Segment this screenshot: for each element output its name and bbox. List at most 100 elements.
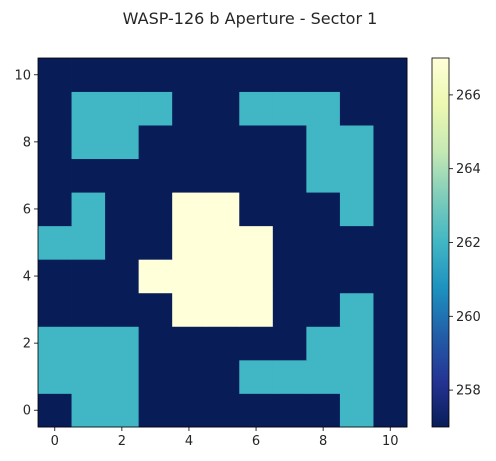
heatmap-cell [38, 326, 72, 361]
heatmap-cell [339, 225, 374, 260]
colorbar [431, 57, 450, 428]
heatmap-cell [306, 326, 341, 361]
heatmap-cell [38, 225, 72, 260]
heatmap-cell [272, 326, 307, 361]
heatmap-cell [105, 259, 140, 294]
heatmap-cell [105, 225, 140, 260]
heatmap-cell [71, 58, 106, 92]
heatmap-cell [339, 158, 374, 193]
heatmap-cell [105, 292, 140, 327]
heatmap-cell [105, 326, 140, 361]
heatmap-cell [239, 393, 274, 428]
heatmap-cell [373, 192, 408, 227]
heatmap-cell [373, 158, 408, 193]
heatmap-cell [339, 125, 374, 160]
heatmap-cell [138, 158, 173, 193]
colorbar-tick-label: 258 [456, 384, 481, 399]
heatmap-cell [105, 359, 140, 394]
heatmap-cell [172, 192, 207, 227]
heatmap-cell [38, 359, 72, 394]
heatmap-cell [71, 91, 106, 126]
y-tick-label: 10 [14, 68, 31, 83]
heatmap-cell [138, 225, 173, 260]
heatmap-cell [205, 326, 240, 361]
x-tick-label: 6 [252, 434, 260, 449]
heatmap-cell [272, 259, 307, 294]
x-tick-label: 10 [382, 434, 399, 449]
heatmap-cell [71, 292, 106, 327]
heatmap-cell [306, 91, 341, 126]
heatmap-cell [373, 125, 408, 160]
heatmap-cell [205, 91, 240, 126]
x-tick-label: 0 [51, 434, 59, 449]
y-tick-label: 8 [23, 135, 31, 150]
heatmap-cell [272, 58, 307, 92]
heatmap-cell [205, 292, 240, 327]
colorbar-tick-label: 262 [456, 236, 481, 251]
heatmap-cell [373, 326, 408, 361]
y-axis: 0 2 4 6 8 10 [14, 68, 38, 419]
heatmap-cell [172, 125, 207, 160]
heatmap-cell [373, 91, 408, 126]
heatmap-cell [272, 91, 307, 126]
heatmap-cell [239, 192, 274, 227]
heatmap-cell [71, 259, 106, 294]
heatmap-cell [172, 58, 207, 92]
colorbar-axis: 258 260 262 264 266 [449, 88, 481, 399]
heatmap-cell [339, 259, 374, 294]
heatmap-cell [38, 259, 72, 294]
heatmap-cell [71, 326, 106, 361]
heatmap-cell [172, 259, 207, 294]
colorbar-tick-label: 264 [456, 162, 481, 177]
heatmap-cell [339, 359, 374, 394]
heatmap-cell [38, 91, 72, 126]
heatmap-cell [105, 192, 140, 227]
heatmap-cell [272, 225, 307, 260]
heatmap-cell [373, 359, 408, 394]
heatmap-cell [71, 225, 106, 260]
heatmap-cell [205, 58, 240, 92]
heatmap-cell [306, 58, 341, 92]
heatmap-cell [71, 192, 106, 227]
heatmap-cell [138, 125, 173, 160]
heatmap-cell [239, 225, 274, 260]
heatmap-cell [105, 91, 140, 126]
x-axis: 0 2 4 6 8 10 [51, 427, 399, 449]
x-tick-label: 8 [319, 434, 327, 449]
heatmap-cell [239, 259, 274, 294]
heatmap-cell [373, 292, 408, 327]
colorbar-tick-label: 266 [456, 88, 481, 103]
heatmap-cell [205, 359, 240, 394]
heatmap-cell [138, 393, 173, 428]
heatmap-cell [172, 326, 207, 361]
heatmap-cell [172, 393, 207, 428]
heatmap-cell [205, 125, 240, 160]
heatmap-cell [239, 326, 274, 361]
heatmap-cell [138, 359, 173, 394]
heatmap-cell [138, 91, 173, 126]
y-tick-label: 0 [23, 404, 31, 419]
heatmap-cell [105, 158, 140, 193]
heatmap-cell [272, 192, 307, 227]
heatmap-cell [105, 58, 140, 92]
heatmap-cell [138, 192, 173, 227]
heatmap-cell [373, 58, 408, 92]
heatmap-cell [239, 359, 274, 394]
heatmap-cell [138, 259, 173, 294]
heatmap-cell [272, 393, 307, 428]
heatmap-cell [373, 393, 408, 428]
heatmap-cell [38, 192, 72, 227]
heatmap-cell [105, 393, 140, 428]
heatmap-cell [339, 326, 374, 361]
heatmap-cell [339, 292, 374, 327]
heatmap-cell [272, 125, 307, 160]
heatmap-cell [239, 158, 274, 193]
x-tick-label: 2 [118, 434, 126, 449]
heatmap-cell [239, 58, 274, 92]
heatmap-cell [272, 158, 307, 193]
heatmap-cell [306, 125, 341, 160]
heatmap-cell [71, 125, 106, 160]
heatmap-cells [38, 58, 408, 428]
heatmap-cell [138, 292, 173, 327]
plot-frame [37, 57, 408, 428]
